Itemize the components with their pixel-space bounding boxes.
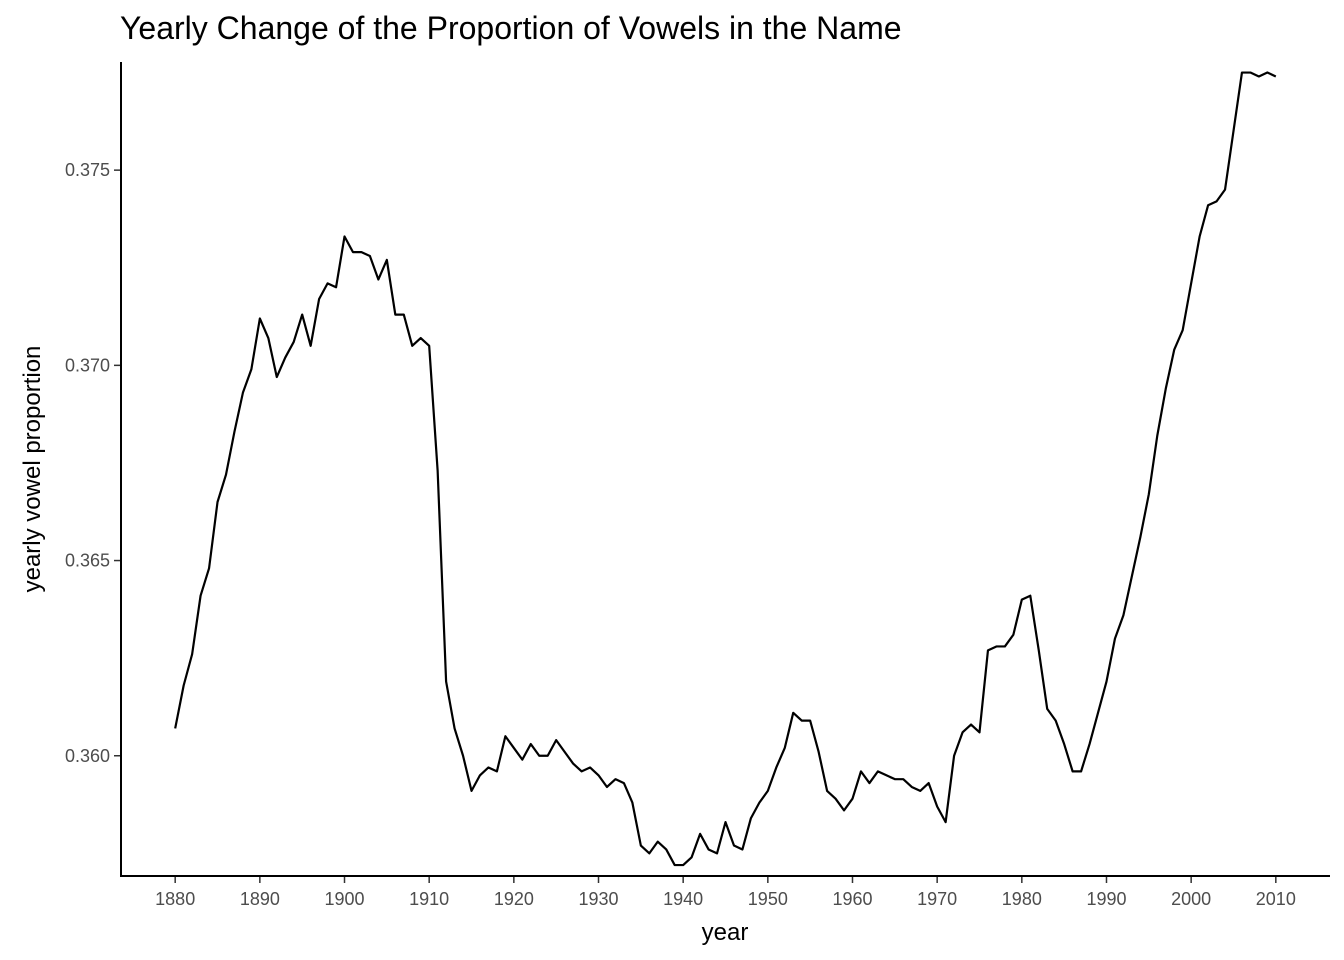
y-tick-label: 0.370 — [65, 355, 110, 375]
x-tick-label: 1930 — [578, 889, 618, 909]
x-tick-label: 1990 — [1086, 889, 1126, 909]
vowel-proportion-line — [174, 71, 1277, 867]
y-axis-label: yearly vowel proportion — [19, 346, 46, 593]
y-tick-label: 0.365 — [65, 551, 110, 571]
x-axis-label: year — [702, 919, 749, 946]
y-axis-ticks: 0.360 0.365 0.370 0.375 — [65, 160, 121, 766]
x-tick-label: 1940 — [663, 889, 703, 909]
x-tick-label: 1910 — [409, 889, 449, 909]
x-tick-label: 1920 — [494, 889, 534, 909]
x-tick-label: 1970 — [917, 889, 957, 909]
x-tick-label: 2000 — [1171, 889, 1211, 909]
x-tick-label: 1960 — [832, 889, 872, 909]
x-tick-label: 1980 — [1002, 889, 1042, 909]
x-axis-ticks: 1880 1890 1900 1910 1920 1930 1940 1950 1960 1970… — [155, 876, 1296, 909]
x-tick-label: 1950 — [748, 889, 788, 909]
y-tick-label: 0.360 — [65, 746, 110, 766]
x-tick-label: 1880 — [155, 889, 195, 909]
x-tick-label: 1900 — [324, 889, 364, 909]
x-tick-label: 1890 — [240, 889, 280, 909]
x-tick-label: 2010 — [1256, 889, 1296, 909]
y-tick-label: 0.375 — [65, 160, 110, 180]
chart-title: Yearly Change of the Proportion of Vowel… — [120, 10, 902, 46]
